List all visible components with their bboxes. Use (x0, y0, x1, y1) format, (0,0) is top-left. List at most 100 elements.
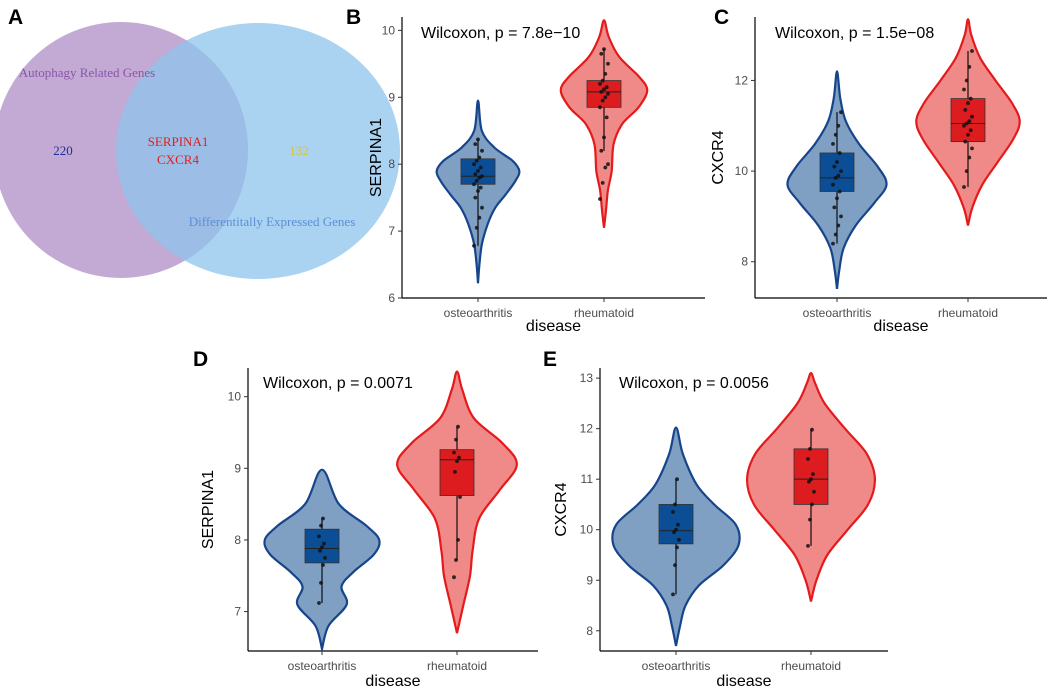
data-point (480, 205, 484, 210)
y-tick-label: 6 (388, 291, 395, 305)
x-tick-label: rheumatoid (938, 306, 998, 320)
data-point (598, 197, 602, 201)
data-point (458, 495, 462, 499)
data-point (472, 162, 476, 167)
data-point (317, 601, 321, 605)
data-point (477, 155, 482, 160)
data-point (963, 139, 968, 144)
violin-panel-d: D Wilcoxon, p = 0.0071 7 8 9 10 osteoarthritis… (193, 348, 538, 690)
data-point (677, 537, 681, 542)
venn-panel: A Autophagy Related Genes 220 Differenti… (0, 6, 400, 279)
y-tick-label: 9 (586, 573, 593, 587)
y-tick-label: 7 (234, 605, 241, 619)
y-tick-label: 10 (382, 23, 396, 37)
violin-panel-c: C Wilcoxon, p = 1.5e−08 8 10 12 osteoarthriti… (710, 6, 1047, 335)
box-osteoarthritis (819, 152, 855, 192)
wilcoxon-annotation: Wilcoxon, p = 7.8e−10 (421, 25, 580, 42)
data-point (480, 174, 484, 179)
data-point (604, 85, 609, 90)
x-tick-label: rheumatoid (427, 659, 487, 673)
violin-panel-b: B Wilcoxon, p = 7.8e−10 6 7 8 9 10 osteoarthrit… (346, 6, 705, 335)
data-point (476, 189, 480, 193)
data-point (474, 179, 479, 183)
x-tick-label: osteoarthritis (642, 659, 711, 673)
data-point (606, 61, 610, 66)
venn-left-set-label: Autophagy Related Genes (19, 65, 155, 80)
venn-right-set-label: Differentitally Expressed Genes (189, 214, 356, 229)
box-osteoarthritis (304, 528, 340, 564)
data-point (454, 558, 458, 562)
y-tick-label: 10 (228, 390, 242, 404)
x-tick-label: osteoarthritis (288, 659, 357, 673)
data-point (599, 148, 604, 153)
data-point (322, 541, 326, 546)
x-axis-title: disease (365, 673, 420, 690)
data-point (478, 165, 483, 170)
data-point (967, 119, 972, 124)
data-point (831, 142, 835, 146)
box-rheumatoid (793, 448, 829, 505)
data-point (456, 538, 460, 542)
data-point (600, 181, 605, 185)
data-point (603, 165, 608, 170)
data-point (602, 47, 606, 51)
data-point (837, 189, 842, 194)
data-point (474, 225, 479, 230)
data-point (968, 96, 973, 101)
data-point (966, 101, 970, 105)
data-point (676, 522, 680, 527)
data-point (833, 176, 838, 180)
data-point (966, 132, 970, 137)
y-tick-label: 10 (580, 523, 594, 537)
data-point (832, 205, 837, 210)
data-point (317, 534, 321, 539)
data-point (806, 544, 810, 548)
data-point (808, 517, 812, 522)
data-point (320, 545, 324, 549)
venn-overlap-gene: CXCR4 (157, 152, 199, 167)
data-point (839, 169, 843, 174)
data-point (474, 158, 479, 163)
data-point (671, 510, 675, 514)
data-point (473, 172, 478, 177)
y-tick-label: 12 (735, 73, 749, 87)
data-point (600, 98, 605, 103)
y-tick-label: 8 (388, 157, 395, 171)
data-point (321, 516, 325, 521)
data-point (604, 115, 609, 120)
data-point (833, 132, 838, 137)
data-point (476, 137, 480, 142)
panel-letter-e: E (543, 348, 557, 371)
data-point (473, 142, 478, 147)
data-point (598, 82, 602, 86)
data-point (674, 527, 678, 532)
data-point (478, 185, 483, 190)
data-point (970, 49, 974, 53)
y-tick-label: 8 (741, 255, 748, 269)
data-point (810, 427, 814, 432)
panel-letter-b: B (346, 6, 361, 29)
y-tick-label: 9 (388, 90, 395, 104)
data-point (480, 148, 484, 153)
data-point (319, 581, 323, 585)
data-point (606, 92, 610, 96)
data-point (476, 169, 480, 173)
data-point (833, 232, 838, 237)
data-point (831, 182, 835, 187)
data-point (599, 51, 604, 56)
data-point (455, 459, 459, 463)
y-axis-title: CXCR4 (710, 130, 727, 184)
box-osteoarthritis (658, 504, 694, 545)
x-axis-title: disease (716, 673, 771, 690)
data-point (962, 87, 966, 92)
data-point (806, 457, 810, 461)
data-point (809, 477, 813, 482)
y-tick-label: 13 (580, 371, 594, 385)
y-tick-label: 7 (388, 224, 395, 238)
y-axis-title: SERPINA1 (368, 118, 385, 197)
y-tick-label: 8 (586, 624, 593, 638)
data-point (831, 241, 835, 246)
x-tick-label: osteoarthritis (803, 306, 872, 320)
violin-panel-e: E Wilcoxon, p = 0.0056 8 9 10 11 12 13 osteoarth… (543, 348, 888, 690)
